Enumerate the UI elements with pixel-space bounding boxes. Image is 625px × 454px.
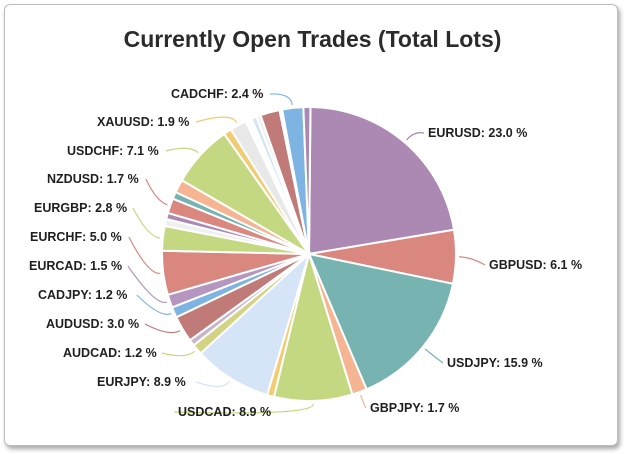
data-label-usdchf: USDCHF: 7.1 % [67,144,159,158]
data-label-xauusd: XAUUSD: 1.9 % [97,115,189,129]
data-label-eurgbp: EURGBP: 2.8 % [34,201,127,215]
data-label-gbpjpy: GBPJPY: 1.7 % [370,401,459,415]
connector-line [360,394,367,409]
connector-line [195,380,231,388]
data-label-audcad: AUDCAD: 1.2 % [63,346,157,360]
data-label-cadjpy: CADJPY: 1.2 % [38,288,127,302]
data-label-nzdusd: NZDUSD: 1.7 % [47,172,139,186]
data-label-eurchf: EURCHF: 5.0 % [30,230,122,244]
connector-line [136,294,172,315]
pie-slice-usdjpy [307,252,455,391]
data-label-eurjpy: EURJPY: 8.9 % [97,375,186,389]
connector-line [161,350,196,357]
data-label-audusd: AUDUSD: 3.0 % [46,317,139,331]
pie-slice [302,106,312,255]
connector-line [127,265,168,303]
connector-line [269,93,293,106]
chart-title: Currently Open Trades (Total Lots) [123,26,502,52]
data-label-eurusd: EURUSD: 23.0 % [428,126,527,140]
data-label-usdjpy: USDJPY: 15.9 % [447,356,543,370]
connector-line [424,348,444,364]
connector-line [128,236,161,275]
connector-line [173,403,315,414]
connector-line [145,178,168,206]
connector-line [458,256,486,266]
connector-line [406,132,425,141]
data-label-cadchf: CADCHF: 2.4 % [171,87,263,101]
connector-line [132,207,161,239]
data-label-gbpusd: GBPUSD: 6.1 % [489,258,582,272]
pie-slice-eurusd [307,105,456,256]
connector-line [195,116,238,123]
data-label-eurcad: EURCAD: 1.5 % [29,259,122,273]
data-label-usdcad: USDCAD: 8.9 % [178,405,271,419]
connector-line [165,147,199,154]
connector-line [144,323,181,334]
